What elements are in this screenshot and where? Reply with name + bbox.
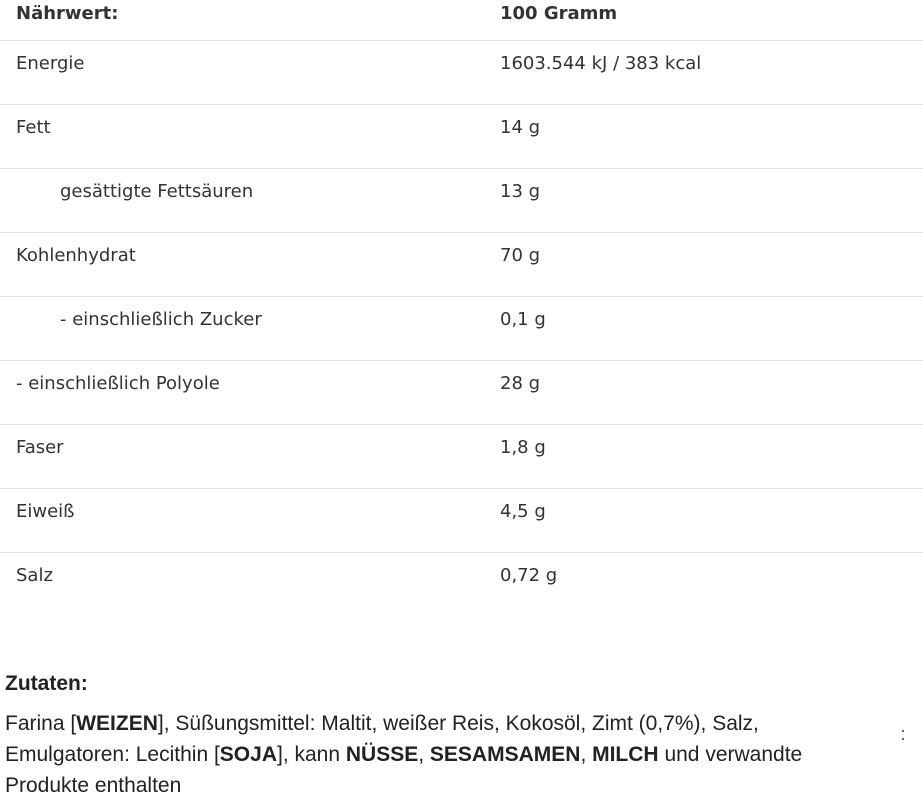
header-row: Nährwert: 100 Gramm xyxy=(0,0,923,41)
row-label: Eiweiß xyxy=(16,501,75,522)
row-label: - einschließlich Zucker xyxy=(60,309,262,330)
allergen: WEIZEN xyxy=(76,712,158,735)
table-row: Eiweiß 4,5 g xyxy=(0,489,923,553)
header-cell: 100 Gramm xyxy=(500,3,618,24)
row-value: 0,1 g xyxy=(500,309,546,330)
row-label: gesättigte Fettsäuren xyxy=(60,181,254,202)
allergen: NÜSSE xyxy=(345,743,419,766)
row-label: Faser xyxy=(16,437,64,458)
ingredient-text: , xyxy=(580,743,593,766)
table-row: Kohlenhydrat 70 g xyxy=(0,233,923,297)
table-row: - einschließlich Zucker 0,1 g xyxy=(0,297,923,361)
table-row: gesättigte Fettsäuren 13 g xyxy=(0,169,923,233)
row-label: Kohlenhydrat xyxy=(16,245,136,266)
row-value: 1,8 g xyxy=(500,437,546,458)
ingredient-text: ], Süßungsmittel: Maltit, weißer Reis, K… xyxy=(5,712,759,766)
row-value: 0,72 g xyxy=(500,565,558,586)
table-row: Salz 0,72 g xyxy=(0,553,923,616)
row-label: - einschließlich Polyole xyxy=(16,373,220,394)
row-label: Energie xyxy=(16,53,85,74)
header-cell: Nährwert: xyxy=(16,3,119,24)
ingredients-title: Zutaten: xyxy=(5,672,88,695)
row-value: 14 g xyxy=(500,117,541,138)
ingredients-text: Farina [WEIZEN], Süßungsmittel: Maltit, … xyxy=(5,708,865,801)
row-value: 28 g xyxy=(500,373,541,394)
ingredient-text: und verwandte Produkte enthalten xyxy=(5,743,803,797)
nutrition-table: Nährwert: 100 Gramm Energie 1603.544 kJ /… xyxy=(0,0,923,616)
ingredient-text: ], kann xyxy=(276,743,346,766)
allergen: SOJA xyxy=(219,743,277,766)
row-value: 13 g xyxy=(500,181,541,202)
allergen: SESAMSAMEN xyxy=(429,743,581,766)
row-label: Salz xyxy=(16,565,53,586)
table-row: Faser 1,8 g xyxy=(0,425,923,489)
row-label: Fett xyxy=(16,117,51,138)
table-row: Energie 1603.544 kJ / 383 kcal xyxy=(0,41,923,105)
table-row: - einschließlich Polyole 28 g xyxy=(0,361,923,425)
row-value: 4,5 g xyxy=(500,501,546,522)
row-value: 1603.544 kJ / 383 kcal xyxy=(500,53,702,74)
ingredient-text: Farina [ xyxy=(5,712,77,735)
more-icon[interactable] xyxy=(902,728,905,742)
row-value: 70 g xyxy=(500,245,541,266)
allergen: MILCH xyxy=(592,743,659,766)
table-row: Fett 14 g xyxy=(0,105,923,169)
ingredient-text: , xyxy=(418,743,430,766)
